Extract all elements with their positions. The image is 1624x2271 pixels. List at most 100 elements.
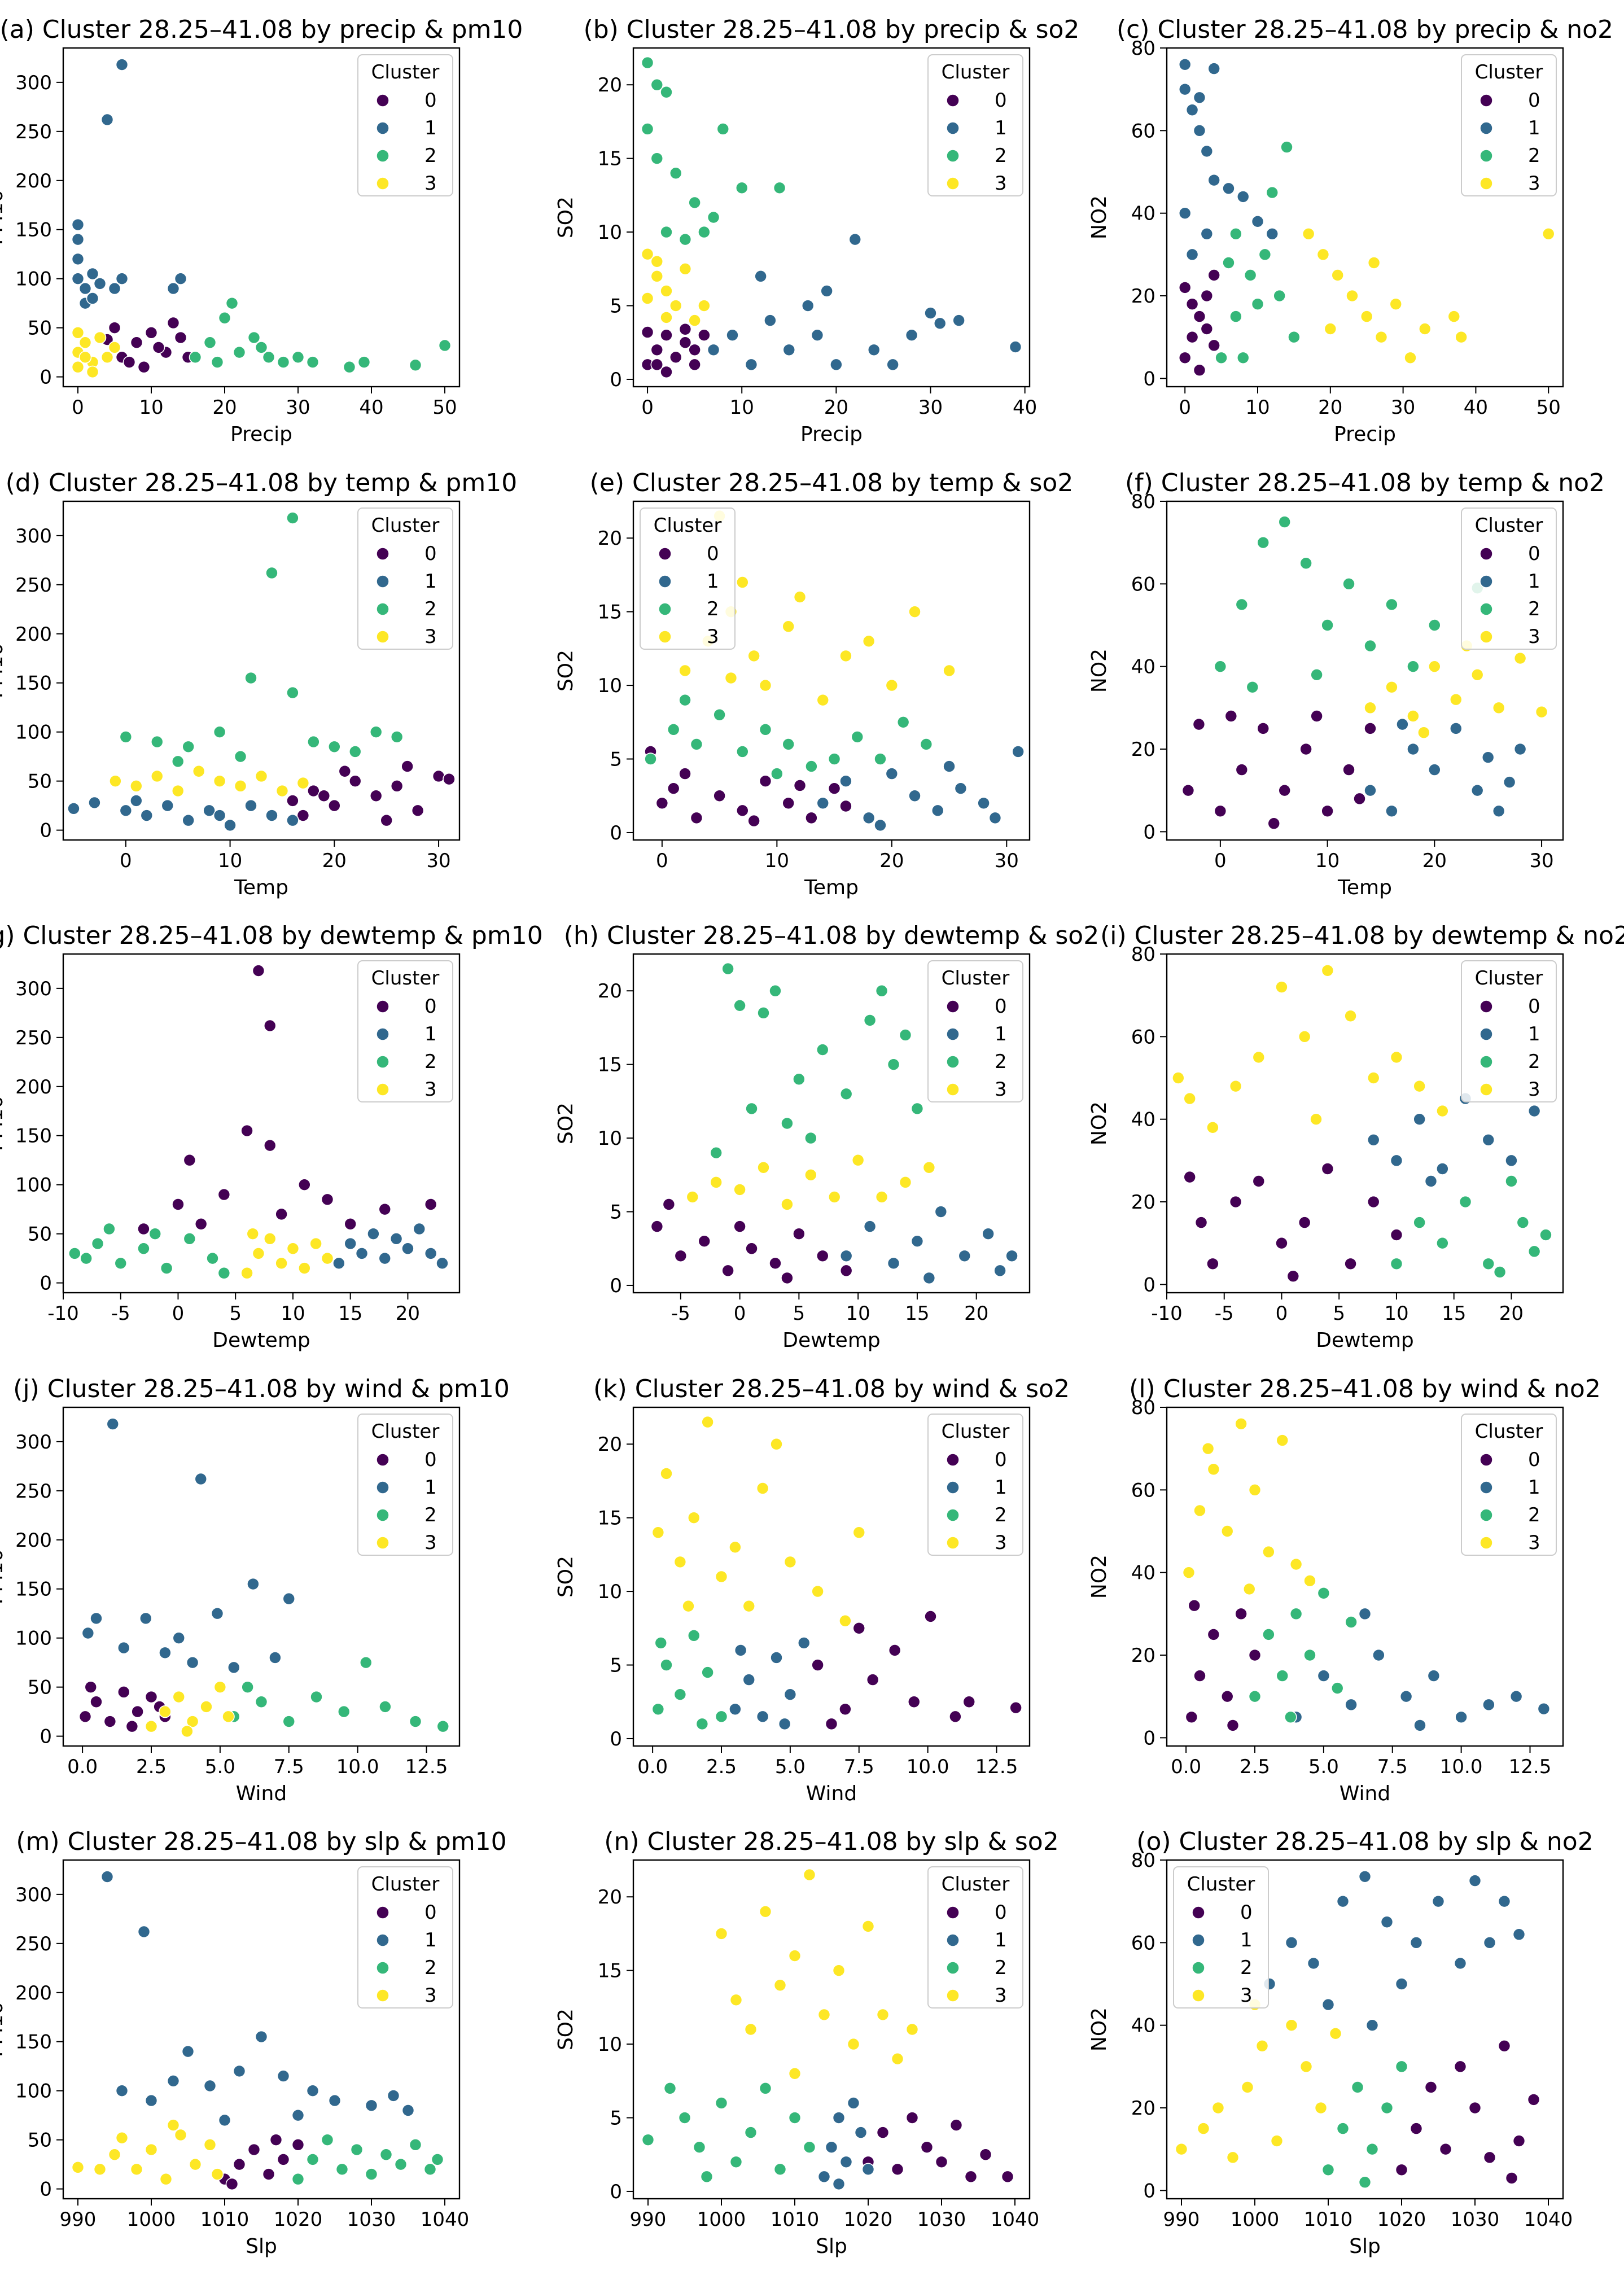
data-point-cluster-3 bbox=[682, 1599, 695, 1613]
data-point-cluster-2 bbox=[1321, 2163, 1335, 2177]
data-point-cluster-2 bbox=[716, 122, 730, 135]
data-point-cluster-2 bbox=[1215, 351, 1228, 365]
data-point-cluster-3 bbox=[759, 1905, 772, 1918]
data-point-cluster-3 bbox=[211, 2168, 224, 2181]
legend-label-0: 0 bbox=[1528, 1449, 1540, 1471]
data-point-cluster-2 bbox=[650, 152, 664, 165]
data-point-cluster-1 bbox=[436, 1257, 449, 1270]
x-tick-label: 20 bbox=[396, 1302, 420, 1325]
data-point-cluster-0 bbox=[816, 1249, 829, 1263]
data-point-cluster-3 bbox=[1324, 322, 1337, 335]
data-point-cluster-0 bbox=[1286, 1270, 1300, 1283]
data-point-cluster-1 bbox=[952, 314, 965, 327]
legend: Cluster 0 1 2 3 bbox=[640, 507, 736, 650]
legend-marker-0 bbox=[376, 1000, 389, 1013]
data-point-cluster-3 bbox=[71, 360, 85, 374]
data-point-cluster-3 bbox=[1270, 2134, 1284, 2147]
data-point-cluster-2 bbox=[1266, 186, 1279, 199]
data-point-cluster-2 bbox=[641, 2133, 655, 2146]
data-point-cluster-2 bbox=[379, 2148, 393, 2161]
data-point-cluster-3 bbox=[803, 1868, 816, 1881]
data-point-cluster-3 bbox=[145, 2143, 158, 2156]
data-point-cluster-0 bbox=[122, 356, 136, 369]
data-point-cluster-2 bbox=[804, 1131, 817, 1145]
data-point-cluster-3 bbox=[1276, 1434, 1289, 1447]
data-point-cluster-1 bbox=[203, 2079, 217, 2093]
data-point-cluster-0 bbox=[698, 329, 711, 342]
data-point-cluster-3 bbox=[1385, 680, 1398, 694]
y-tick-label: 20 bbox=[1131, 2097, 1155, 2120]
legend-marker-2 bbox=[946, 149, 960, 163]
legend-marker-2 bbox=[1479, 1508, 1493, 1522]
data-point-cluster-1 bbox=[1200, 145, 1214, 158]
legend-marker-2 bbox=[1479, 1055, 1493, 1069]
y-tick-label: 20 bbox=[598, 1886, 622, 1909]
data-point-cluster-3 bbox=[1175, 2142, 1188, 2156]
y-tick-label: 50 bbox=[28, 771, 52, 793]
y-tick-label: 15 bbox=[598, 1507, 622, 1530]
data-point-cluster-2 bbox=[875, 984, 888, 997]
data-point-cluster-2 bbox=[701, 1666, 714, 1679]
data-point-cluster-1 bbox=[982, 1227, 995, 1240]
data-point-cluster-0 bbox=[839, 1703, 852, 1716]
y-tick-label: 0 bbox=[1143, 1274, 1155, 1296]
data-point-cluster-1 bbox=[778, 1717, 791, 1731]
data-point-cluster-2 bbox=[390, 730, 404, 743]
x-tick-label: 20 bbox=[322, 850, 347, 872]
data-point-cluster-0 bbox=[401, 760, 414, 773]
data-point-cluster-1 bbox=[1193, 91, 1206, 104]
data-point-cluster-2 bbox=[651, 1703, 665, 1716]
x-tick-label: 5 bbox=[229, 1302, 242, 1325]
data-point-cluster-2 bbox=[262, 351, 275, 364]
data-point-cluster-1 bbox=[115, 58, 129, 71]
axes-frame bbox=[632, 953, 1031, 1294]
data-point-cluster-0 bbox=[1342, 763, 1355, 776]
y-tick-label: 150 bbox=[15, 1578, 52, 1601]
data-point-cluster-2 bbox=[359, 1656, 373, 1669]
data-point-cluster-0 bbox=[1220, 1690, 1234, 1703]
data-point-cluster-0 bbox=[650, 343, 664, 357]
data-point-cluster-2 bbox=[1505, 1175, 1518, 1188]
legend-label-1: 1 bbox=[424, 1023, 437, 1045]
y-tick-label: 80 bbox=[1131, 1397, 1155, 1419]
y-tick-label: 10 bbox=[598, 1581, 622, 1603]
legend-marker-1 bbox=[1192, 1933, 1205, 1947]
data-point-cluster-1 bbox=[1367, 1133, 1380, 1147]
legend-label-3: 3 bbox=[424, 1984, 437, 2007]
y-axis-label: NO2 bbox=[1088, 195, 1111, 239]
data-point-cluster-3 bbox=[839, 649, 852, 663]
data-point-cluster-2 bbox=[654, 1636, 668, 1649]
data-point-cluster-0 bbox=[1188, 1599, 1201, 1612]
data-point-cluster-2 bbox=[160, 1262, 173, 1275]
y-tick-label: 100 bbox=[15, 721, 52, 744]
data-point-cluster-1 bbox=[782, 343, 796, 357]
legend-marker-2 bbox=[1479, 602, 1493, 616]
data-point-cluster-1 bbox=[1432, 1894, 1445, 1908]
data-point-cluster-3 bbox=[1407, 710, 1420, 723]
data-point-cluster-3 bbox=[203, 2138, 217, 2151]
legend-marker-1 bbox=[946, 121, 960, 135]
data-point-cluster-2 bbox=[291, 351, 305, 364]
data-point-cluster-0 bbox=[688, 343, 701, 357]
y-tick-label: 150 bbox=[15, 1125, 52, 1148]
data-point-cluster-1 bbox=[863, 1220, 877, 1233]
data-point-cluster-3 bbox=[641, 247, 654, 261]
data-point-cluster-2 bbox=[710, 1146, 723, 1159]
data-point-cluster-1 bbox=[378, 1252, 392, 1265]
data-point-cluster-3 bbox=[78, 351, 92, 364]
legend-label-2: 2 bbox=[1528, 1051, 1540, 1073]
x-tick-label: -5 bbox=[1215, 1302, 1234, 1325]
data-point-cluster-0 bbox=[1178, 281, 1192, 294]
data-point-cluster-2 bbox=[1262, 1628, 1275, 1641]
data-point-cluster-1 bbox=[862, 811, 876, 825]
legend-marker-3 bbox=[658, 630, 672, 644]
data-point-cluster-1 bbox=[1395, 1977, 1408, 1990]
data-point-cluster-1 bbox=[86, 292, 99, 305]
data-point-cluster-3 bbox=[275, 784, 289, 798]
data-point-cluster-2 bbox=[899, 1029, 912, 1042]
data-point-cluster-1 bbox=[181, 2045, 195, 2058]
x-tick-label: -10 bbox=[1151, 1302, 1183, 1325]
data-point-cluster-3 bbox=[108, 341, 121, 354]
x-axis-label: Slp bbox=[816, 2235, 847, 2258]
legend-label-3: 3 bbox=[995, 1078, 1007, 1101]
